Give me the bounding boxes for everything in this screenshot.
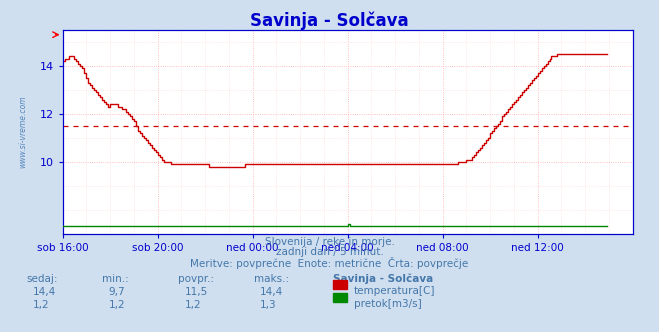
Text: sedaj:: sedaj: — [26, 274, 58, 284]
Text: 1,2: 1,2 — [109, 300, 125, 310]
Text: temperatura[C]: temperatura[C] — [354, 286, 436, 295]
Text: Savinja - Solčava: Savinja - Solčava — [333, 274, 433, 285]
Text: min.:: min.: — [102, 274, 129, 284]
Text: 14,4: 14,4 — [33, 287, 56, 297]
Text: pretok[m3/s]: pretok[m3/s] — [354, 299, 422, 309]
Text: 14,4: 14,4 — [260, 287, 283, 297]
Text: Meritve: povprečne  Enote: metrične  Črta: povprečje: Meritve: povprečne Enote: metrične Črta:… — [190, 257, 469, 269]
Text: maks.:: maks.: — [254, 274, 289, 284]
Text: 11,5: 11,5 — [185, 287, 208, 297]
Text: 1,3: 1,3 — [260, 300, 277, 310]
Text: 9,7: 9,7 — [109, 287, 125, 297]
Text: zadnji dan / 5 minut.: zadnji dan / 5 minut. — [275, 247, 384, 257]
Text: www.si-vreme.com: www.si-vreme.com — [18, 96, 27, 168]
Text: povpr.:: povpr.: — [178, 274, 214, 284]
Text: 1,2: 1,2 — [185, 300, 201, 310]
Text: Slovenija / reke in morje.: Slovenija / reke in morje. — [264, 237, 395, 247]
Text: 1,2: 1,2 — [33, 300, 49, 310]
Text: Savinja - Solčava: Savinja - Solčava — [250, 12, 409, 30]
